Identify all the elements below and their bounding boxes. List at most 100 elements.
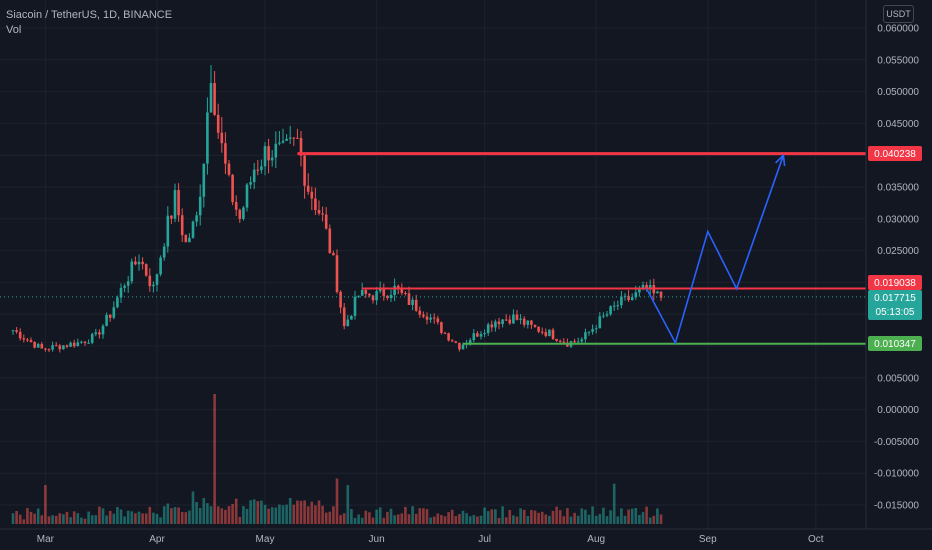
candle-body <box>62 345 65 350</box>
volume-bar <box>126 510 130 524</box>
candle-body <box>332 252 335 256</box>
volume-bar <box>465 513 468 524</box>
candle-body <box>213 83 216 115</box>
volume-bar <box>400 513 404 524</box>
tag-resistance-high: 0.040238 <box>868 146 922 161</box>
volume-bar <box>569 516 573 524</box>
volume-bar <box>587 514 591 524</box>
candle-body <box>108 314 112 318</box>
volume-bar <box>324 512 328 524</box>
candle-body <box>501 319 504 325</box>
volume-bar <box>206 503 209 524</box>
candle-body <box>558 340 562 342</box>
candle-body <box>436 318 440 323</box>
volume-bar <box>429 517 432 524</box>
volume-bar <box>36 508 40 524</box>
projection-line[interactable] <box>645 154 785 345</box>
candle-body <box>195 215 198 222</box>
volume-bar <box>638 514 641 524</box>
volume-bar <box>659 514 663 524</box>
volume-bar <box>533 510 537 524</box>
volume-bar <box>72 511 76 524</box>
volume-bar <box>141 513 144 524</box>
candle-body <box>584 332 587 340</box>
candle-body <box>166 215 170 247</box>
candle-body <box>245 184 249 208</box>
volume-bar <box>270 507 274 524</box>
tag-support-text: 0.010347 <box>874 339 916 350</box>
projection-path <box>645 153 786 345</box>
volume-bar <box>558 510 562 524</box>
volume-bar <box>450 509 454 524</box>
time-tick-label: Jun <box>369 534 385 545</box>
volume-bar <box>544 514 548 524</box>
volume-bar <box>296 500 299 524</box>
volume-bar <box>357 514 360 524</box>
volume-bar <box>299 500 303 524</box>
volume-bar <box>576 515 580 524</box>
volume-bar <box>368 512 371 524</box>
candle-body <box>263 146 267 167</box>
candle-body <box>400 289 404 293</box>
price-tick-label: -0.005000 <box>874 437 919 448</box>
price-tick-label: 0.055000 <box>877 55 919 66</box>
candle-body <box>36 343 40 348</box>
volume-bar <box>44 485 47 524</box>
candle-body <box>494 321 497 328</box>
candle-body <box>216 114 220 133</box>
volume-bar <box>375 509 378 524</box>
volume-bar <box>371 517 375 524</box>
candle-body <box>422 314 425 317</box>
candle-body <box>278 142 281 144</box>
volume-bar <box>486 511 490 524</box>
volume-bar <box>393 515 396 524</box>
candle-body <box>389 294 393 299</box>
candle-body <box>587 331 591 333</box>
volume-bar <box>245 508 249 524</box>
candle-body <box>170 215 173 219</box>
candle-body <box>299 137 303 156</box>
candle-body <box>80 341 83 343</box>
candle-body <box>429 317 432 320</box>
volume-indicator-label[interactable]: Vol <box>6 24 22 36</box>
volume-bar <box>508 510 512 524</box>
volume-bar <box>501 506 504 524</box>
volume-bar <box>350 509 353 524</box>
volume-bar <box>18 514 22 524</box>
volume-bar <box>148 506 152 524</box>
candle-body <box>353 296 357 316</box>
time-tick-label: Mar <box>37 534 55 545</box>
candle-body <box>317 209 321 214</box>
candle-body <box>260 166 263 171</box>
volume-bar <box>213 394 216 524</box>
candle-body <box>418 310 422 315</box>
candle-body <box>404 292 407 294</box>
volume-bar <box>242 506 245 524</box>
candle-body <box>54 345 58 347</box>
volume-bar <box>630 508 634 524</box>
volume-bar <box>378 507 382 524</box>
volume-bar <box>342 513 346 524</box>
candle-body <box>148 275 152 287</box>
candle-body <box>537 326 540 332</box>
candle-body <box>468 340 472 344</box>
volume-bar <box>285 504 288 524</box>
candle-body <box>479 333 483 337</box>
currency-button[interactable]: USDT <box>883 5 914 23</box>
volume-bar <box>476 516 479 524</box>
candle-body <box>15 330 18 332</box>
candle-body <box>627 295 630 301</box>
symbol-title[interactable]: Siacoin / TetherUS, 1D, BINANCE <box>6 9 173 21</box>
volume-bar <box>231 504 234 524</box>
volume-bar <box>170 508 173 524</box>
time-axis[interactable]: Mar Apr May Jun Jul Aug Sep Oct <box>37 534 824 545</box>
volume-bar <box>166 503 170 524</box>
candle-body <box>29 340 33 342</box>
candle-body <box>515 314 519 320</box>
price-axis[interactable]: 0.0600000.0550000.0500000.0450000.040000… <box>874 24 919 512</box>
volume-bar <box>130 511 134 524</box>
volume-bar <box>87 511 90 524</box>
candle-body <box>458 342 461 350</box>
volume-bar <box>605 516 609 524</box>
